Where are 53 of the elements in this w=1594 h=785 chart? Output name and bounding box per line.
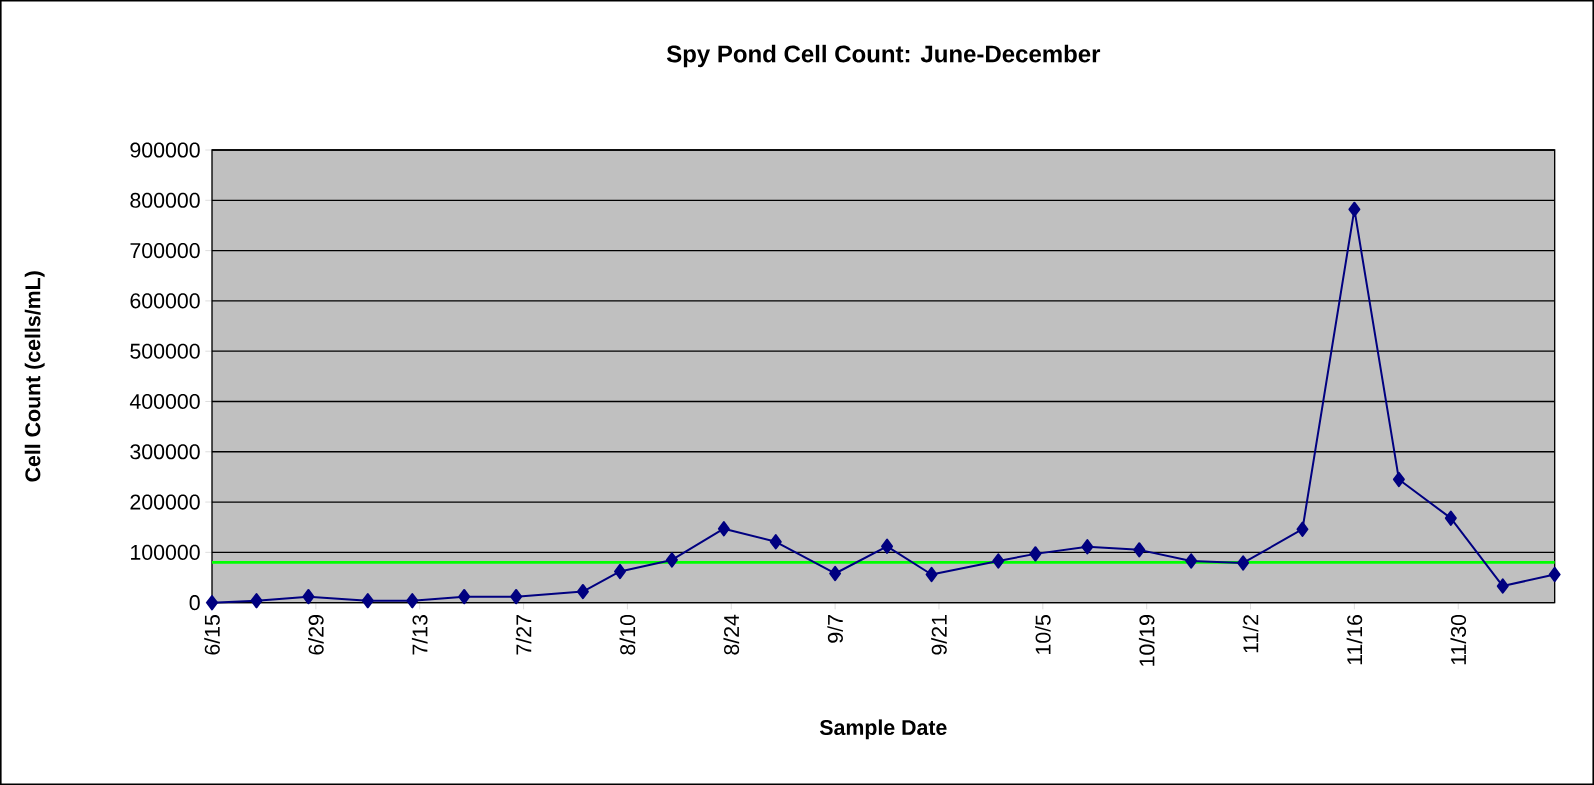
point xyxy=(302,588,315,605)
point xyxy=(1392,471,1405,488)
y-tick-label: 800000 xyxy=(130,192,200,208)
y-tick-label: 400000 xyxy=(129,393,200,410)
x-tick-label: 10/19 xyxy=(1138,615,1155,666)
x-tick-label: 9/7 xyxy=(827,615,843,643)
point xyxy=(406,592,419,609)
point xyxy=(510,588,523,605)
point xyxy=(717,521,730,537)
x-tick-label: 7/13 xyxy=(411,615,428,655)
point xyxy=(829,565,842,582)
point xyxy=(250,592,263,609)
x-tick-label: 8/10 xyxy=(619,614,636,655)
x-tick-label: 7/27 xyxy=(515,615,532,655)
point xyxy=(1296,521,1309,537)
x-tick-label: 6/15 xyxy=(204,614,220,655)
y-tick-label: 500000 xyxy=(130,343,200,359)
x-tick-label: 10/5 xyxy=(1035,614,1051,654)
point xyxy=(361,592,374,609)
x-tick-label: 6/29 xyxy=(308,615,324,655)
x-tick-label: 8/24 xyxy=(723,614,740,655)
point xyxy=(1348,201,1361,218)
point xyxy=(1029,546,1042,562)
point xyxy=(881,538,894,554)
y-tick-label: 700000 xyxy=(130,243,200,259)
y-axis-title: Cell Count (cells/mL) xyxy=(24,271,45,482)
y-tick-label: 300000 xyxy=(130,444,200,460)
point xyxy=(1081,539,1094,555)
point xyxy=(769,534,782,550)
point xyxy=(576,583,589,600)
y-tick-label: 100000 xyxy=(131,544,200,560)
y-tick-label: 0 xyxy=(189,595,200,611)
chart-title: Spy Pond Cell Count: June-December xyxy=(666,44,1101,68)
point xyxy=(1133,542,1146,558)
point xyxy=(614,563,626,580)
point xyxy=(1548,566,1561,583)
y-tick-label: 200000 xyxy=(130,494,200,510)
point xyxy=(1237,555,1250,571)
point xyxy=(1185,553,1198,569)
y-tick-label: 600000 xyxy=(130,293,200,309)
x-tick-label: 11/2 xyxy=(1242,615,1259,653)
x-tick-label: 11/30 xyxy=(1450,614,1467,665)
point xyxy=(1496,578,1509,594)
x-tick-label: 9/21 xyxy=(931,615,947,655)
point xyxy=(992,553,1005,569)
y-tick-label: 900000 xyxy=(130,142,200,158)
point xyxy=(1444,510,1457,526)
x-tick-label: 11/16 xyxy=(1346,614,1363,665)
point xyxy=(458,588,471,605)
point xyxy=(665,552,678,568)
x-axis-title: Sample Date xyxy=(819,719,947,740)
point xyxy=(206,595,219,611)
point xyxy=(925,566,938,583)
